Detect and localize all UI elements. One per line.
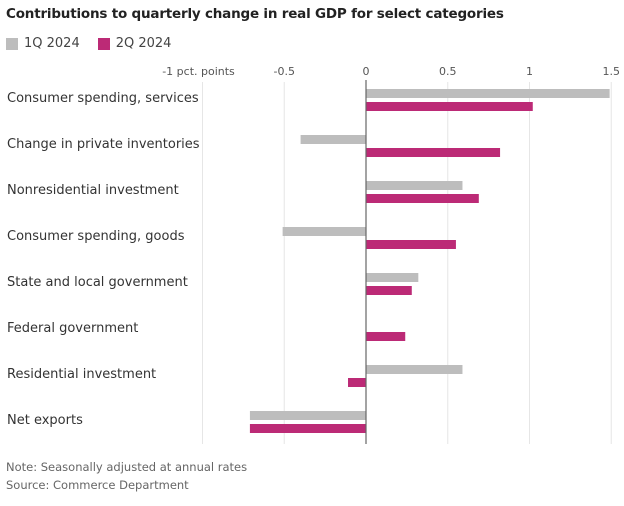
bar-2q xyxy=(366,332,406,341)
bar-2q xyxy=(366,148,501,157)
category-label: Net exports xyxy=(7,413,83,428)
x-tick-label: 1 xyxy=(526,65,533,78)
bar-1q xyxy=(366,365,463,374)
chart-title: Contributions to quarterly change in rea… xyxy=(6,6,504,22)
x-tick-label: -0.5 xyxy=(274,65,295,78)
category-label: Nonresidential investment xyxy=(7,183,179,198)
bar-2q xyxy=(249,424,366,433)
x-tick-label: 0.5 xyxy=(439,65,457,78)
bar-1q xyxy=(366,273,419,282)
bar-2q xyxy=(366,102,533,111)
legend-swatch-2q xyxy=(97,37,110,50)
category-label: Consumer spending, goods xyxy=(7,229,185,244)
legend-item-1q: 1Q 2024 xyxy=(6,36,80,51)
category-label: Federal government xyxy=(7,321,138,336)
category-label: State and local government xyxy=(7,275,188,290)
bar-2q xyxy=(348,378,366,387)
bar-2q xyxy=(366,240,456,249)
bar-1q xyxy=(249,411,366,420)
bar-1q xyxy=(282,227,366,236)
bar-1q xyxy=(300,135,366,144)
footer-source: Source: Commerce Department xyxy=(6,478,189,492)
category-label: Residential investment xyxy=(7,367,156,382)
legend-label-2q: 2Q 2024 xyxy=(115,36,172,51)
bar-2q xyxy=(366,194,479,203)
legend-item-2q: 2Q 2024 xyxy=(97,36,172,51)
x-tick-label: -1 pct. points xyxy=(162,65,235,78)
x-tick-label: 0 xyxy=(363,65,370,78)
category-label: Consumer spending, services xyxy=(7,91,199,106)
bar-1q xyxy=(366,89,610,98)
legend: 1Q 2024 2Q 2024 xyxy=(6,36,171,51)
legend-label-1q: 1Q 2024 xyxy=(24,36,80,51)
bar-2q xyxy=(366,286,412,295)
bar-1q xyxy=(366,181,463,190)
legend-swatch-1q xyxy=(6,37,18,50)
footer-note: Note: Seasonally adjusted at annual rate… xyxy=(6,460,248,474)
category-label: Change in private inventories xyxy=(7,137,200,152)
x-tick-label: 1.5 xyxy=(603,65,621,78)
